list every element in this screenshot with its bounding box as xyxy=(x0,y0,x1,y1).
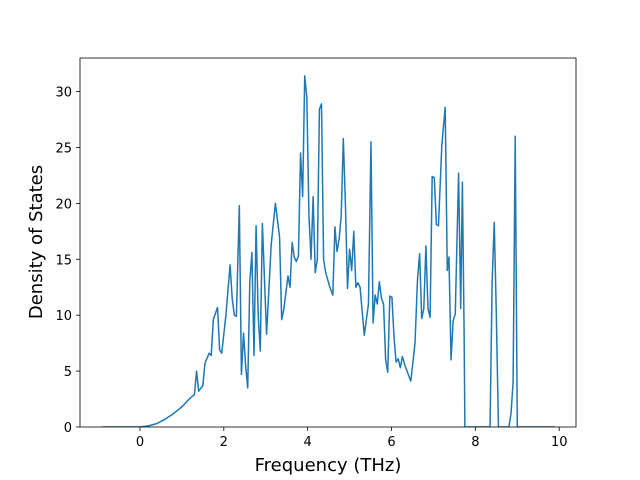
y-tick-label: 5 xyxy=(64,365,72,380)
x-tick-label: 4 xyxy=(304,435,312,450)
y-tick-label: 25 xyxy=(55,141,72,156)
y-tick-label: 20 xyxy=(55,197,72,212)
y-tick-label: 0 xyxy=(64,421,72,436)
x-tick-label: 2 xyxy=(220,435,228,450)
x-tick-label: 10 xyxy=(551,435,568,450)
data-line xyxy=(102,75,556,427)
y-tick-label: 10 xyxy=(55,309,72,324)
y-axis-label: Density of States xyxy=(26,165,47,319)
x-tick-label: 8 xyxy=(471,435,479,450)
x-tick-label: 6 xyxy=(387,435,395,450)
y-tick-label: 15 xyxy=(55,253,72,268)
plot-frame xyxy=(79,57,577,428)
x-tick-label: 0 xyxy=(136,435,144,450)
y-tick-label: 30 xyxy=(55,86,72,101)
x-axis-label: Frequency (THz) xyxy=(255,455,402,476)
